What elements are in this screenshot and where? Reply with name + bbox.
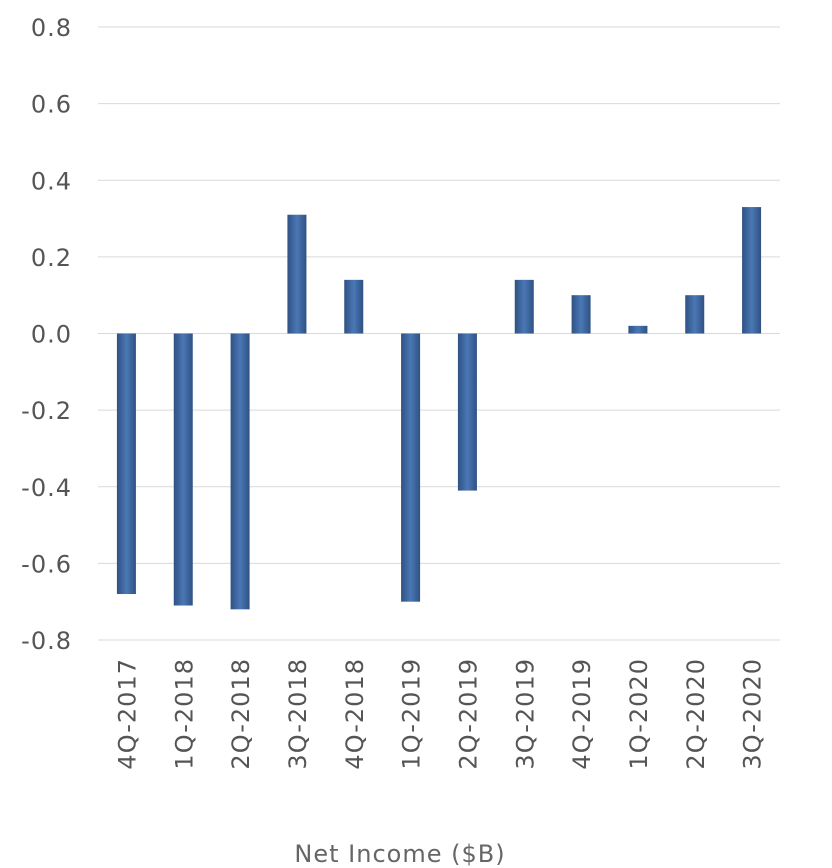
- y-tick-label: 0.8: [31, 14, 72, 42]
- bar: [287, 214, 307, 334]
- bar: [571, 295, 591, 334]
- bar: [344, 279, 364, 334]
- x-tick-label: 1Q-2018: [170, 658, 198, 770]
- bar: [685, 295, 705, 334]
- bar: [457, 333, 477, 491]
- x-tick-label: 2Q-2018: [227, 658, 255, 770]
- x-axis-title: Net Income ($B): [294, 840, 505, 868]
- x-tick-label: 3Q-2018: [284, 658, 312, 770]
- y-tick-label: -0.6: [21, 550, 72, 578]
- bar: [401, 333, 421, 602]
- y-tick-label: 0.0: [31, 321, 72, 349]
- y-tick-label: 0.2: [31, 244, 72, 272]
- x-tick-label: 2Q-2020: [682, 658, 710, 770]
- x-tick-label: 4Q-2018: [341, 658, 369, 770]
- x-tick-label: 1Q-2020: [625, 658, 653, 770]
- bar: [742, 207, 762, 334]
- bar: [514, 279, 534, 334]
- bars: [116, 207, 762, 610]
- y-tick-label: 0.4: [31, 167, 72, 195]
- y-tick-label: -0.2: [21, 397, 72, 425]
- gridlines: [98, 26, 780, 641]
- x-tick-label: 3Q-2020: [739, 658, 767, 770]
- bar: [173, 333, 193, 606]
- x-tick-label: 1Q-2019: [398, 658, 426, 770]
- y-tick-label: -0.4: [21, 474, 72, 502]
- x-tick-label: 2Q-2019: [454, 658, 482, 770]
- y-axis-ticks: 0.8 0.6 0.4 0.2 0.0 -0.2 -0.4 -0.6 -0.8: [21, 14, 72, 655]
- y-tick-label: 0.6: [31, 91, 72, 119]
- x-axis-ticks: 4Q-2017 1Q-2018 2Q-2018 3Q-2018 4Q-2018 1Q-20…: [113, 658, 766, 770]
- bar: [116, 333, 136, 595]
- x-tick-label: 3Q-2019: [511, 658, 539, 770]
- x-tick-label: 4Q-2019: [568, 658, 596, 770]
- bar: [628, 325, 648, 334]
- y-tick-label: -0.8: [21, 627, 72, 655]
- x-tick-label: 4Q-2017: [113, 658, 141, 770]
- bar: [230, 333, 250, 610]
